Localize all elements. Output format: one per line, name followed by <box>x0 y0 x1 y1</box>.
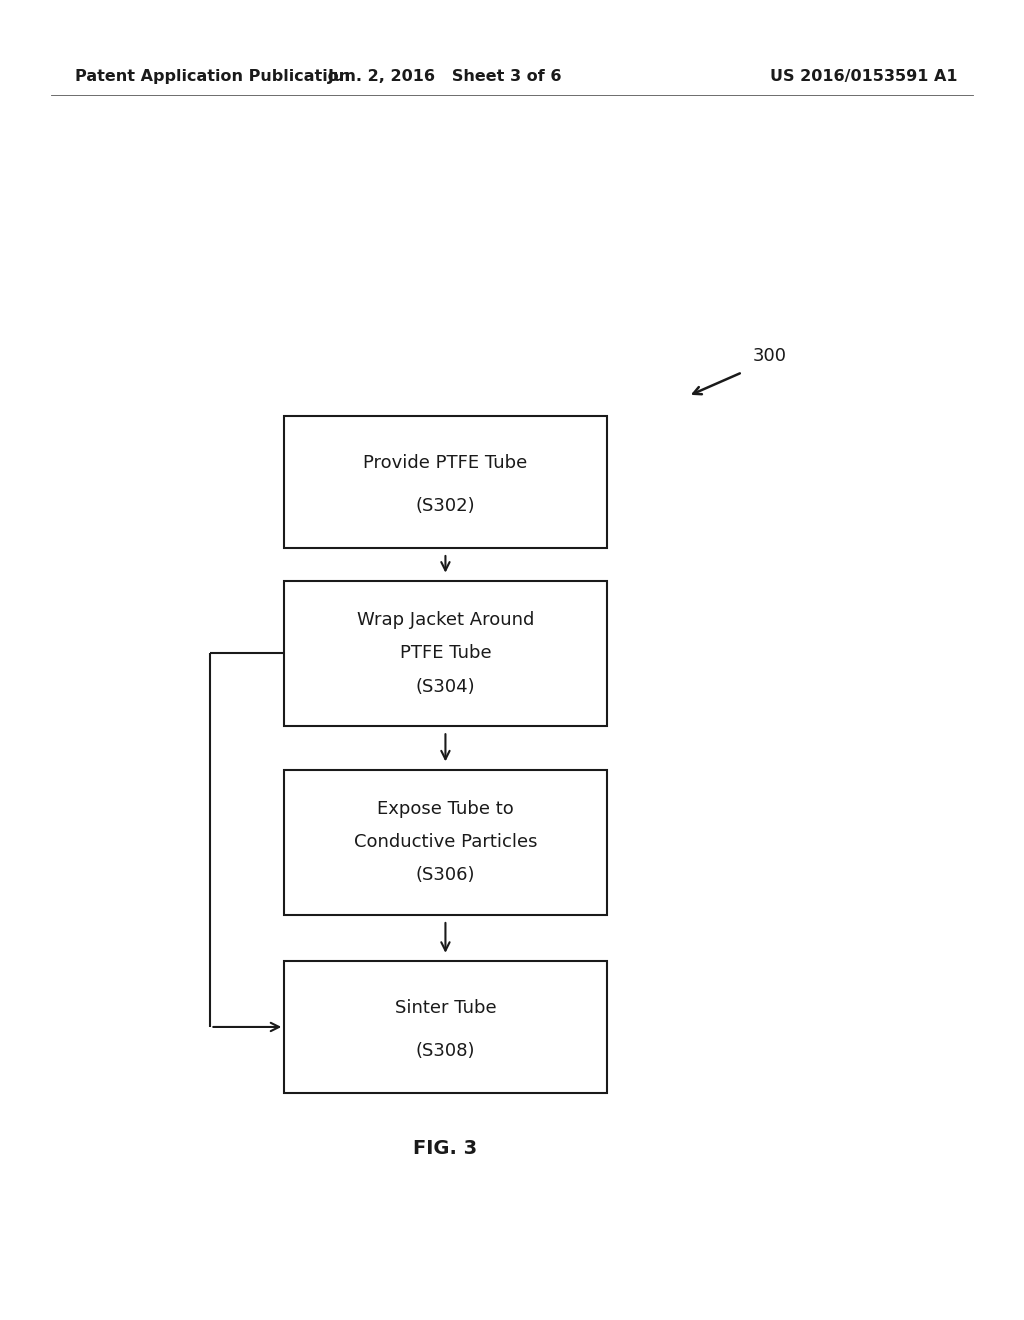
Text: Wrap Jacket Around: Wrap Jacket Around <box>356 611 535 630</box>
Text: FIG. 3: FIG. 3 <box>414 1139 477 1158</box>
Text: Sinter Tube: Sinter Tube <box>394 999 497 1018</box>
Text: (S306): (S306) <box>416 866 475 884</box>
FancyBboxPatch shape <box>284 770 606 915</box>
Text: (S308): (S308) <box>416 1041 475 1060</box>
Text: US 2016/0153591 A1: US 2016/0153591 A1 <box>770 69 957 84</box>
Text: (S302): (S302) <box>416 496 475 515</box>
Text: (S304): (S304) <box>416 677 475 696</box>
Text: Jun. 2, 2016   Sheet 3 of 6: Jun. 2, 2016 Sheet 3 of 6 <box>328 69 563 84</box>
Text: Conductive Particles: Conductive Particles <box>353 833 538 851</box>
FancyBboxPatch shape <box>284 416 606 548</box>
FancyBboxPatch shape <box>284 581 606 726</box>
Text: Patent Application Publication: Patent Application Publication <box>75 69 350 84</box>
Text: PTFE Tube: PTFE Tube <box>399 644 492 663</box>
FancyBboxPatch shape <box>284 961 606 1093</box>
Text: 300: 300 <box>753 347 786 366</box>
Text: Provide PTFE Tube: Provide PTFE Tube <box>364 454 527 473</box>
Text: Expose Tube to: Expose Tube to <box>377 800 514 818</box>
